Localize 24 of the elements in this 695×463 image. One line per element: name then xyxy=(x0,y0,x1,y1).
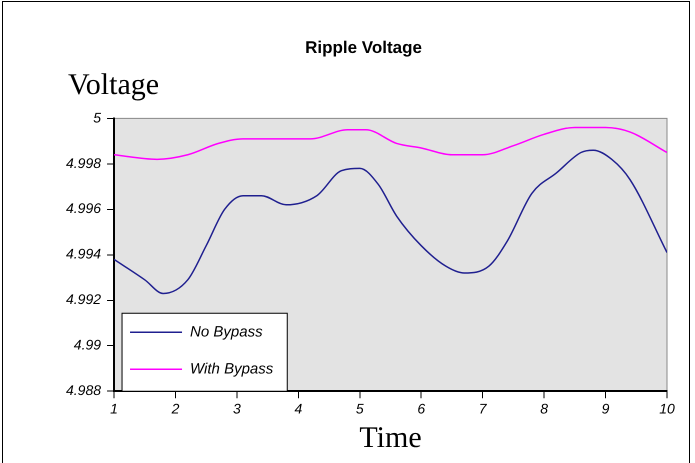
y-tick-label: 4.988 xyxy=(66,382,102,398)
x-tick-label: 2 xyxy=(170,400,180,416)
x-tick-label: 6 xyxy=(417,400,426,416)
y-tick-label: 4.99 xyxy=(74,336,102,353)
x-tick-label: 9 xyxy=(602,400,610,416)
y-tick-label: 4.992 xyxy=(66,291,102,308)
x-axis-title: Time xyxy=(359,420,422,454)
x-tick-label: 8 xyxy=(540,400,548,416)
line-series xyxy=(114,126,667,160)
y-tick-label: 4.996 xyxy=(66,200,102,216)
line-series xyxy=(114,149,667,294)
x-tick-label: 7 xyxy=(478,400,488,416)
y-tick-label: 4.994 xyxy=(66,246,102,262)
x-tick-label: 4 xyxy=(294,400,302,416)
y-tick-label: 5 xyxy=(93,109,102,126)
y-axis-title: Voltage xyxy=(68,68,160,102)
chart-title: Ripple Voltage xyxy=(305,38,422,57)
x-tick-label: 10 xyxy=(659,400,675,416)
y-tick-label: 4.998 xyxy=(66,154,102,171)
x-tick-label: 3 xyxy=(233,400,242,416)
legend-label: No Bypass xyxy=(190,323,264,340)
x-tick-label: 1 xyxy=(110,400,118,416)
legend-label: With Bypass xyxy=(190,360,274,378)
x-tick-label: 5 xyxy=(356,400,364,416)
